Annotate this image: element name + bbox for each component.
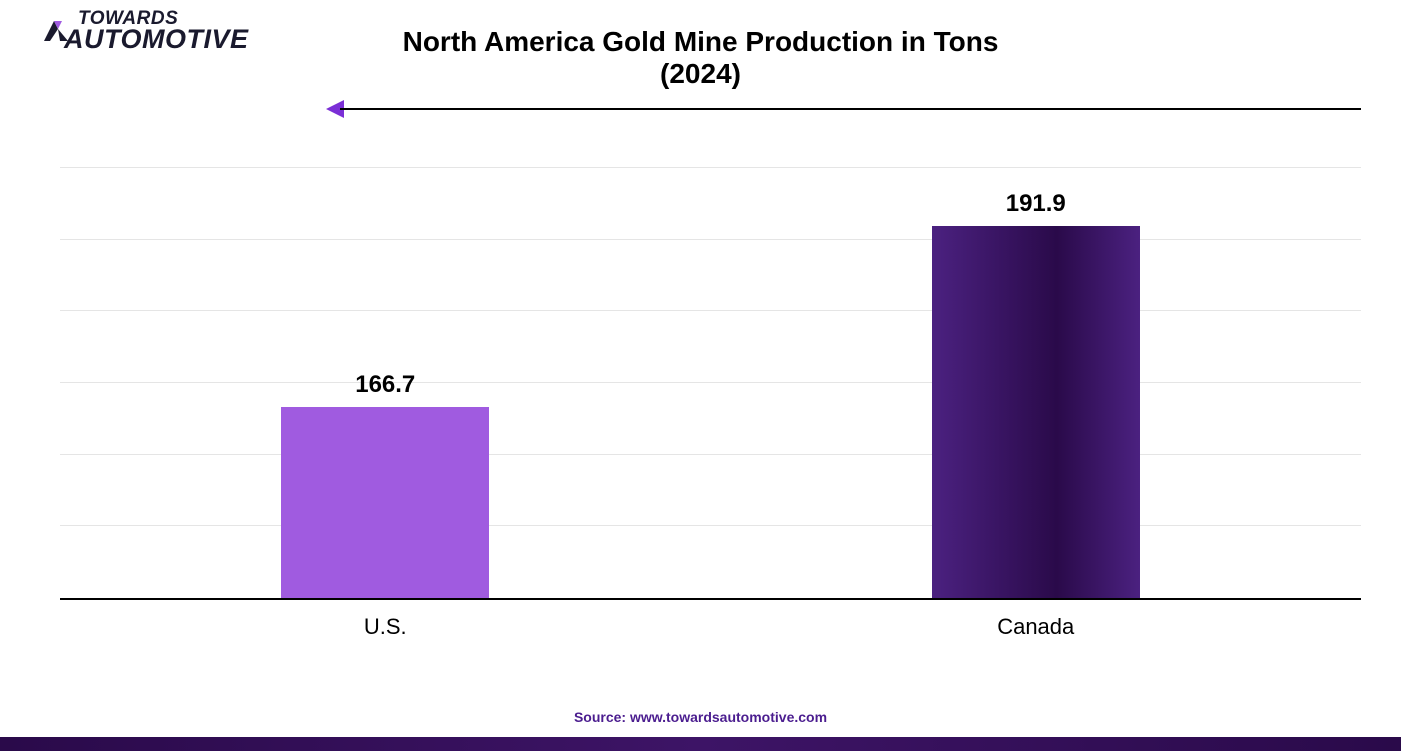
bar-value-label: 191.9	[1006, 190, 1066, 218]
title-divider	[40, 98, 1361, 118]
plot-area: 166.7 191.9	[60, 170, 1361, 600]
divider-line	[340, 108, 1361, 110]
bar: 191.9	[932, 226, 1140, 598]
bar: 166.7	[281, 407, 489, 598]
title-line1: North America Gold Mine Production in To…	[403, 26, 999, 57]
bar-slot: 166.7	[60, 170, 711, 598]
title-line2: (2024)	[660, 58, 741, 89]
source-caption: Source: www.towardsautomotive.com	[0, 709, 1401, 725]
x-axis-labels: U.S.Canada	[60, 604, 1361, 640]
bar-value-label: 166.7	[355, 371, 415, 399]
bars-group: 166.7 191.9	[60, 170, 1361, 598]
logo-text: TOWARDS AUTOMOTIVE	[78, 10, 249, 51]
brand-logo: TOWARDS AUTOMOTIVE	[40, 10, 249, 51]
chart-container: TOWARDS AUTOMOTIVE North America Gold Mi…	[0, 0, 1401, 751]
bar-slot: 191.9	[711, 170, 1362, 598]
footer-accent-bar	[0, 737, 1401, 751]
x-axis-label: U.S.	[60, 604, 711, 640]
bar-chart: 166.7 191.9 U.S.Canada	[60, 170, 1361, 640]
logo-line2: AUTOMOTIVE	[64, 27, 249, 51]
x-axis-label: Canada	[711, 604, 1362, 640]
gridline	[60, 167, 1361, 168]
